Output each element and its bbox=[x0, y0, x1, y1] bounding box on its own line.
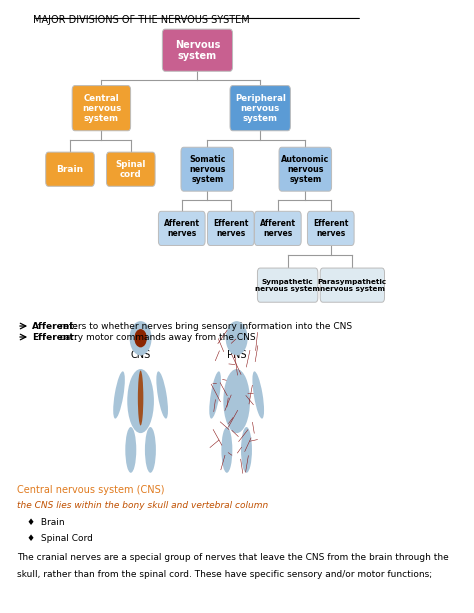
Text: Central nervous system (CNS): Central nervous system (CNS) bbox=[17, 485, 164, 495]
Ellipse shape bbox=[125, 427, 137, 473]
Text: Somatic
nervous
system: Somatic nervous system bbox=[189, 154, 226, 184]
Text: Brain: Brain bbox=[56, 165, 83, 173]
Text: Afferent
nerves: Afferent nerves bbox=[164, 219, 200, 238]
FancyBboxPatch shape bbox=[255, 211, 301, 245]
Text: ♦  Spinal Cord: ♦ Spinal Cord bbox=[27, 534, 93, 543]
Text: Central
nervous
system: Central nervous system bbox=[82, 94, 121, 123]
Text: Nervous
system: Nervous system bbox=[175, 40, 220, 61]
Ellipse shape bbox=[145, 427, 156, 473]
FancyBboxPatch shape bbox=[230, 86, 291, 131]
Text: Afferent
nerves: Afferent nerves bbox=[260, 219, 296, 238]
Ellipse shape bbox=[156, 371, 168, 419]
Text: the CNS lies within the bony skull and vertebral column: the CNS lies within the bony skull and v… bbox=[17, 501, 268, 510]
Text: Peripheral
nervous
system: Peripheral nervous system bbox=[235, 94, 286, 123]
Text: carry motor commands away from the CNS: carry motor commands away from the CNS bbox=[57, 332, 256, 341]
Text: skull, rather than from the spinal cord. These have specific sensory and/or moto: skull, rather than from the spinal cord.… bbox=[17, 569, 432, 579]
Ellipse shape bbox=[253, 371, 264, 419]
FancyBboxPatch shape bbox=[308, 211, 354, 245]
Circle shape bbox=[129, 321, 152, 356]
Text: ♦  Brain: ♦ Brain bbox=[27, 517, 64, 527]
FancyBboxPatch shape bbox=[257, 268, 318, 302]
FancyBboxPatch shape bbox=[320, 268, 384, 302]
FancyBboxPatch shape bbox=[46, 152, 94, 186]
Circle shape bbox=[226, 321, 247, 356]
Text: CNS: CNS bbox=[130, 350, 151, 360]
Text: The cranial nerves are a special group of nerves that leave the CNS from the bra: The cranial nerves are a special group o… bbox=[17, 553, 449, 562]
FancyBboxPatch shape bbox=[279, 147, 331, 191]
Text: Efferent:: Efferent: bbox=[32, 332, 77, 341]
Text: Parasympathetic
nervous system: Parasympathetic nervous system bbox=[318, 279, 387, 292]
Text: Efferent
nerves: Efferent nerves bbox=[213, 219, 248, 238]
FancyBboxPatch shape bbox=[107, 152, 155, 186]
Ellipse shape bbox=[113, 371, 125, 419]
Text: Spinal
cord: Spinal cord bbox=[116, 159, 146, 179]
FancyBboxPatch shape bbox=[72, 86, 131, 131]
FancyBboxPatch shape bbox=[158, 211, 205, 245]
Text: MAJOR DIVISIONS OF THE NERVOUS SYSTEM: MAJOR DIVISIONS OF THE NERVOUS SYSTEM bbox=[33, 15, 249, 25]
Text: Efferent
nerves: Efferent nerves bbox=[313, 219, 348, 238]
Ellipse shape bbox=[223, 369, 250, 433]
FancyBboxPatch shape bbox=[181, 147, 234, 191]
FancyBboxPatch shape bbox=[208, 211, 254, 245]
Text: Sympathetic
nervous system: Sympathetic nervous system bbox=[255, 279, 320, 292]
Ellipse shape bbox=[138, 371, 143, 425]
FancyBboxPatch shape bbox=[163, 29, 233, 71]
Ellipse shape bbox=[241, 427, 252, 473]
Text: refers to whether nerves bring sensory information into the CNS: refers to whether nerves bring sensory i… bbox=[57, 322, 353, 330]
Text: PNS: PNS bbox=[227, 350, 246, 360]
Ellipse shape bbox=[127, 369, 154, 433]
Text: Autonomic
nervous
system: Autonomic nervous system bbox=[281, 154, 329, 184]
Ellipse shape bbox=[134, 329, 147, 348]
Ellipse shape bbox=[221, 427, 232, 473]
Text: Afferent:: Afferent: bbox=[32, 322, 78, 330]
Ellipse shape bbox=[210, 371, 221, 419]
